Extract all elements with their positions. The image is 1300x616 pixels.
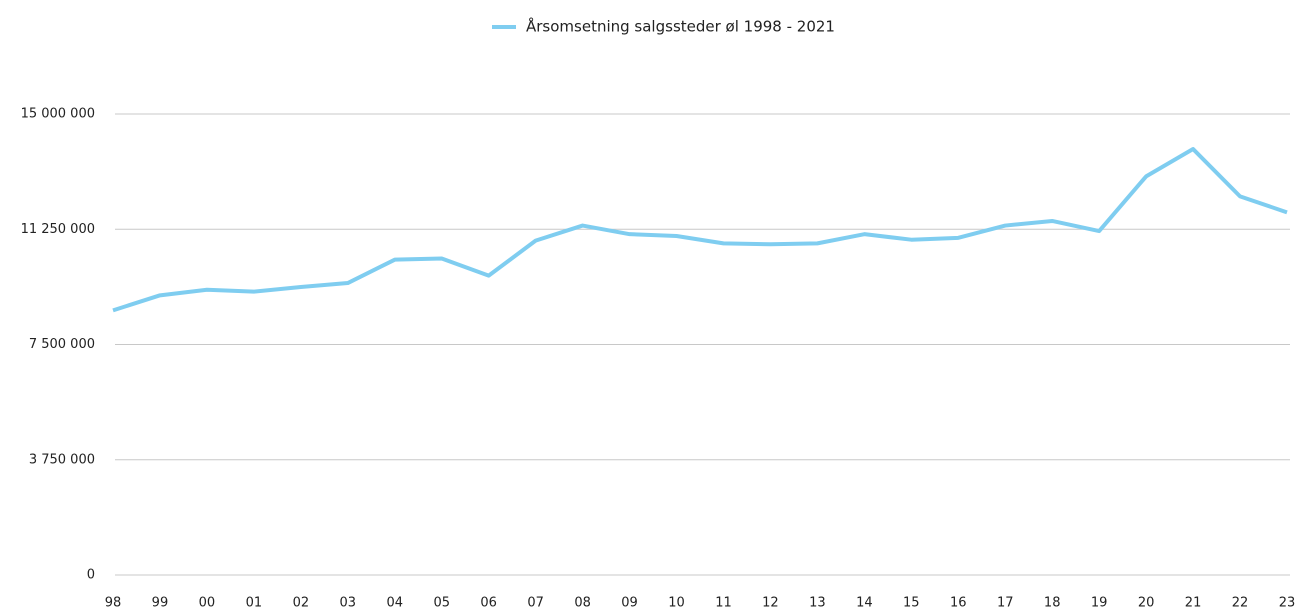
x-tick-label: 07 (527, 596, 544, 611)
x-tick-label: 15 (903, 596, 920, 611)
x-tick-label: 16 (950, 596, 967, 611)
x-tick-label: 19 (1091, 596, 1108, 611)
y-tick-label: 0 (87, 568, 95, 583)
x-tick-label: 10 (668, 596, 685, 611)
line-series (112, 147, 1288, 313)
legend-label: Årsomsetning salgssteder øl 1998 - 2021 (526, 17, 835, 36)
x-tick-label: 00 (199, 596, 216, 611)
x-tick-label: 08 (574, 596, 591, 611)
x-tick-label: 14 (856, 596, 873, 611)
x-tick-label: 13 (809, 596, 826, 611)
y-tick-label: 15 000 000 (21, 107, 95, 122)
x-tick-label: 02 (293, 596, 310, 611)
y-tick-label: 11 250 000 (21, 222, 95, 237)
x-tick-label: 99 (152, 596, 169, 611)
x-tick-label: 17 (997, 596, 1014, 611)
x-tick-label: 98 (105, 596, 122, 611)
y-tick-label: 7 500 000 (29, 337, 95, 352)
x-tick-label: 03 (340, 596, 357, 611)
x-tick-label: 12 (762, 596, 779, 611)
x-tick-label: 05 (433, 596, 450, 611)
x-tick-label: 06 (480, 596, 497, 611)
x-tick-label: 23 (1279, 596, 1296, 611)
x-tick-label: 04 (386, 596, 403, 611)
x-tick-label: 20 (1138, 596, 1155, 611)
x-tick-label: 21 (1185, 596, 1202, 611)
x-tick-label: 22 (1232, 596, 1249, 611)
x-tick-label: 11 (715, 596, 732, 611)
x-tick-label: 01 (246, 596, 263, 611)
x-tick-label: 18 (1044, 596, 1061, 611)
x-tick-label: 09 (621, 596, 638, 611)
y-tick-label: 3 750 000 (29, 452, 95, 467)
